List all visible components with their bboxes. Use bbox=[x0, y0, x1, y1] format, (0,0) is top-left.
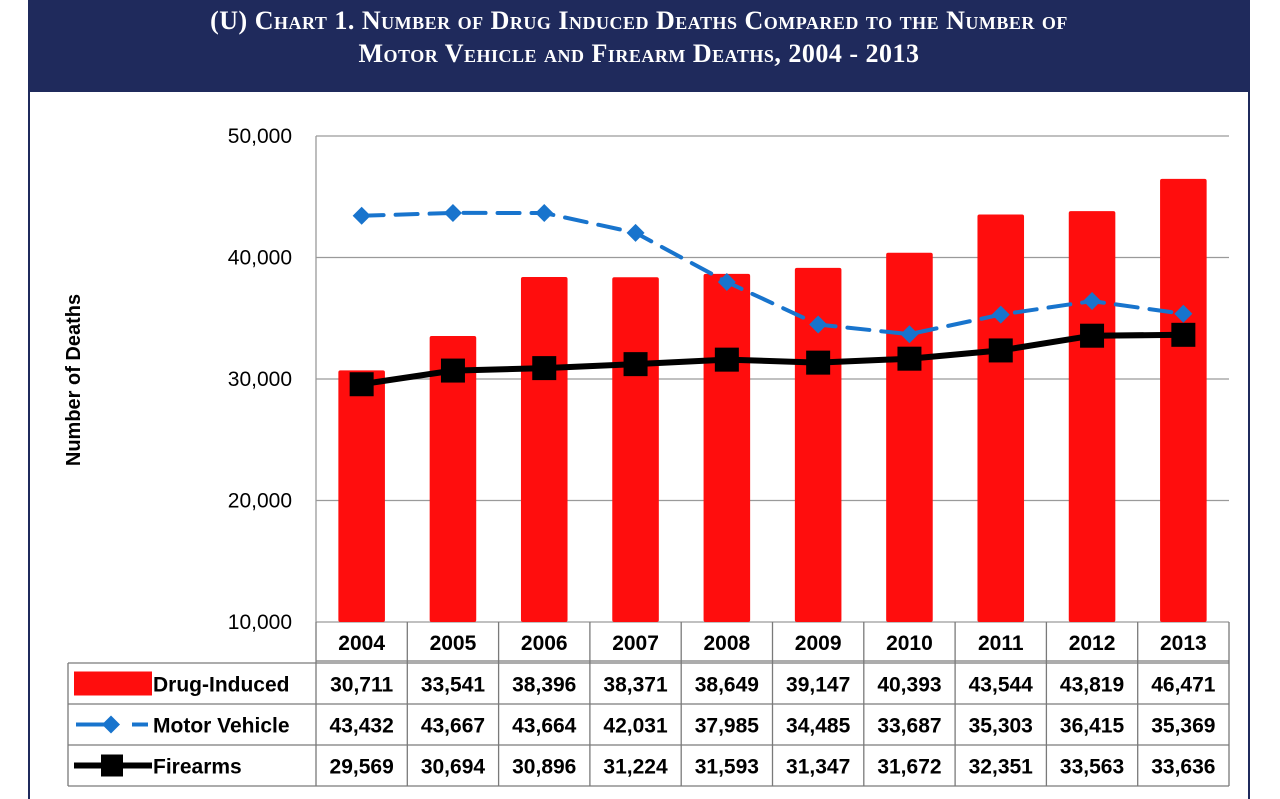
table-cell-drug-induced-2011: 43,544 bbox=[969, 674, 1034, 697]
x-category-label: 2013 bbox=[1160, 632, 1207, 655]
table-cell-motor-vehicle-2013: 35,369 bbox=[1151, 715, 1215, 738]
table-cell-motor-vehicle-2009: 34,485 bbox=[786, 715, 851, 738]
bar-drug-induced-2010 bbox=[886, 252, 933, 623]
bar-drug-induced-2004 bbox=[338, 370, 385, 622]
table-cell-firearms-2008: 31,593 bbox=[695, 756, 759, 779]
bar-series-drug-induced bbox=[338, 178, 1207, 623]
table-cell-drug-induced-2007: 38,371 bbox=[603, 674, 668, 697]
table-cell-drug-induced-2006: 38,396 bbox=[512, 674, 576, 697]
marker-firearms-2008 bbox=[714, 347, 739, 372]
bar-drug-induced-2005 bbox=[429, 335, 477, 622]
marker-motor-vehicle-2012 bbox=[1083, 292, 1102, 311]
marker-motor-vehicle-2004 bbox=[352, 206, 371, 225]
legend-label-motor-vehicle: Motor Vehicle bbox=[153, 715, 290, 738]
chart-title-banner: (U) Chart 1. Number of Drug Induced Deat… bbox=[28, 0, 1250, 92]
marker-motor-vehicle-2005 bbox=[443, 203, 462, 222]
bar-drug-induced-2007 bbox=[612, 277, 659, 622]
y-axis-label: Number of Deaths bbox=[63, 294, 85, 466]
marker-motor-vehicle-2007 bbox=[626, 223, 645, 242]
table-cell-motor-vehicle-2004: 43,432 bbox=[330, 715, 394, 738]
legend-label-firearms: Firearms bbox=[153, 756, 242, 779]
table-cell-drug-induced-2012: 43,819 bbox=[1060, 674, 1124, 697]
x-category-label: 2009 bbox=[795, 632, 842, 655]
chart-title-line-1: (U) Chart 1. Number of Drug Induced Deat… bbox=[210, 6, 1068, 35]
marker-motor-vehicle-2011 bbox=[991, 305, 1010, 324]
table-cell-firearms-2007: 31,224 bbox=[603, 756, 668, 779]
table-cell-firearms-2013: 33,636 bbox=[1151, 756, 1215, 779]
table-cell-drug-induced-2005: 33,541 bbox=[421, 674, 486, 697]
marker-motor-vehicle-2010 bbox=[900, 325, 919, 344]
y-tick-label: 10,000 bbox=[228, 611, 292, 634]
marker-firearms-2006 bbox=[532, 356, 557, 381]
table-cell-motor-vehicle-2011: 35,303 bbox=[969, 715, 1033, 738]
table-cell-motor-vehicle-2008: 37,985 bbox=[695, 715, 760, 738]
table-cell-motor-vehicle-2012: 36,415 bbox=[1060, 715, 1125, 738]
marker-motor-vehicle-2008 bbox=[717, 272, 736, 291]
bar-drug-induced-2011 bbox=[977, 214, 1025, 622]
bar-drug-induced-2006 bbox=[520, 276, 568, 622]
table-cell-motor-vehicle-2007: 42,031 bbox=[603, 715, 668, 738]
bar-drug-induced-2008 bbox=[703, 273, 751, 622]
marker-firearms-2012 bbox=[1080, 323, 1105, 348]
line-motor-vehicle bbox=[359, 210, 1186, 337]
x-category-label: 2006 bbox=[521, 632, 568, 655]
table-cell-motor-vehicle-2010: 33,687 bbox=[877, 715, 941, 738]
legend-key-firearms bbox=[74, 754, 152, 777]
y-tick-label: 20,000 bbox=[228, 490, 292, 513]
legend-key-drug-induced bbox=[74, 671, 152, 696]
data-table: 2004 2005 2006 2007 2008 2009 2010 2011 2012 2013… bbox=[67, 622, 1230, 787]
table-cell-motor-vehicle-2005: 43,667 bbox=[421, 715, 485, 738]
line-series bbox=[349, 203, 1196, 397]
x-category-label: 2012 bbox=[1069, 632, 1116, 655]
table-cell-firearms-2010: 31,672 bbox=[877, 756, 941, 779]
marker-motor-vehicle-2009 bbox=[809, 315, 828, 334]
table-cell-drug-induced-2008: 38,649 bbox=[695, 674, 759, 697]
table-cell-motor-vehicle-2006: 43,664 bbox=[512, 715, 577, 738]
x-category-label: 2005 bbox=[430, 632, 477, 655]
marker-firearms-2010 bbox=[897, 346, 922, 371]
bar-drug-induced-2013 bbox=[1160, 178, 1207, 622]
y-tick-label: 50,000 bbox=[228, 125, 292, 148]
table-cell-drug-induced-2004: 30,711 bbox=[330, 674, 393, 697]
marker-firearms-2013 bbox=[1171, 322, 1196, 347]
table-cell-drug-induced-2013: 46,471 bbox=[1151, 674, 1216, 697]
marker-motor-vehicle-2006 bbox=[535, 203, 554, 222]
y-tick-label: 30,000 bbox=[228, 368, 292, 391]
y-axis-ticks: 10,000 20,000 30,000 40,000 50,000 bbox=[228, 125, 292, 634]
table-cell-firearms-2006: 30,896 bbox=[512, 756, 576, 779]
legend-key-motor-vehicle bbox=[76, 715, 148, 734]
x-category-label: 2010 bbox=[886, 632, 933, 655]
table-cell-firearms-2004: 29,569 bbox=[330, 756, 394, 779]
x-category-label: 2007 bbox=[612, 632, 659, 655]
marker-firearms-2005 bbox=[440, 358, 465, 383]
table-cell-firearms-2012: 33,563 bbox=[1060, 756, 1124, 779]
marker-firearms-2004 bbox=[349, 372, 374, 397]
x-category-label: 2008 bbox=[703, 632, 750, 655]
marker-firearms-2009 bbox=[806, 350, 831, 375]
bar-drug-induced-2012 bbox=[1068, 211, 1116, 622]
table-cell-firearms-2005: 30,694 bbox=[421, 756, 486, 779]
x-category-label: 2004 bbox=[338, 632, 385, 655]
table-cell-firearms-2009: 31,347 bbox=[786, 756, 850, 779]
marker-motor-vehicle-2013 bbox=[1174, 304, 1193, 323]
legend-label-drug-induced: Drug-Induced bbox=[153, 674, 290, 697]
chart-frame bbox=[28, 92, 1250, 799]
table-cell-drug-induced-2010: 40,393 bbox=[877, 674, 941, 697]
table-cell-firearms-2011: 32,351 bbox=[969, 756, 1034, 779]
marker-firearms-2011 bbox=[988, 338, 1013, 363]
x-category-label: 2011 bbox=[978, 632, 1024, 655]
y-tick-label: 40,000 bbox=[228, 247, 292, 270]
marker-firearms-2007 bbox=[623, 352, 648, 377]
table-cell-drug-induced-2009: 39,147 bbox=[786, 674, 850, 697]
line-firearms bbox=[358, 331, 1187, 388]
chart-title-line-2: Motor Vehicle and Firearm Deaths, 2004 -… bbox=[358, 39, 920, 68]
